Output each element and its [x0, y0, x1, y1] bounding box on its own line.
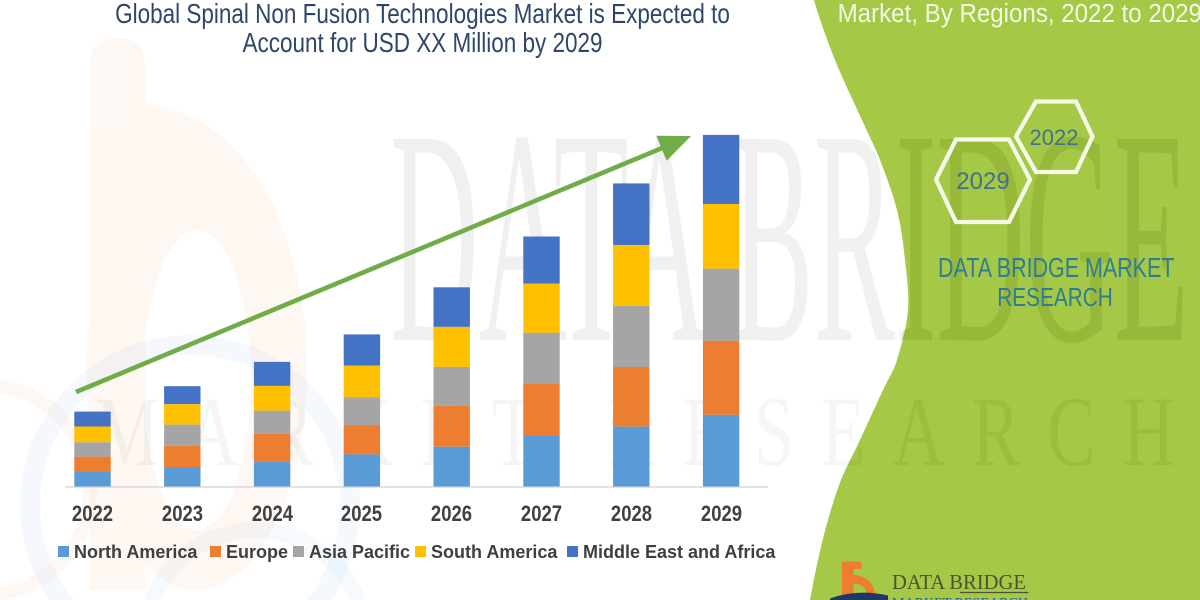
svg-text:2029: 2029 — [956, 168, 1009, 195]
svg-text:2022: 2022 — [1030, 125, 1079, 150]
svg-text:MARKET RESEARCH: MARKET RESEARCH — [892, 596, 1028, 600]
svg-text:DATA BRIDGE: DATA BRIDGE — [892, 570, 1026, 594]
